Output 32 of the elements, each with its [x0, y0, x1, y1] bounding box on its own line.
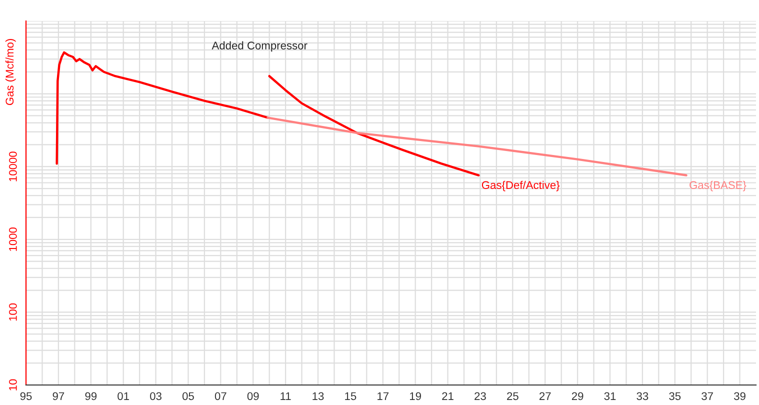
- y-tick-label: 10000: [8, 152, 17, 182]
- x-tick-label: 09: [247, 392, 259, 400]
- series-label: Gas{BASE}: [690, 180, 746, 192]
- x-tick-label: 37: [702, 392, 713, 400]
- x-tick-label: 97: [52, 392, 64, 400]
- annotation: Added Compressor: [212, 41, 308, 52]
- y-tick-label: 10: [8, 379, 17, 390]
- line-series: [266, 116, 688, 176]
- x-tick-label: 07: [214, 392, 226, 400]
- x-tick-label: 11: [280, 392, 291, 400]
- x-tick-label: 03: [150, 392, 162, 400]
- x-tick-label: 19: [410, 392, 421, 400]
- series-label: Gas{Def/Active}: [482, 180, 560, 192]
- x-tick-label: 15: [345, 392, 356, 400]
- x-tick-label: 27: [539, 392, 551, 400]
- x-tick-label: 23: [474, 392, 486, 400]
- x-tick-label: 31: [604, 392, 616, 400]
- y-axis-title: Gas (Mcf/mo): [5, 39, 16, 106]
- x-tick-label: 99: [85, 392, 97, 400]
- x-tick-label: 01: [118, 392, 129, 400]
- x-tick-label: 95: [20, 392, 32, 400]
- y-tick-label: 100: [8, 303, 17, 321]
- x-tick-label: 39: [734, 392, 746, 400]
- x-tick-label: 13: [312, 392, 324, 400]
- x-tick-label: 17: [378, 392, 389, 400]
- x-tick-label: 33: [636, 392, 648, 400]
- x-tick-label: 05: [182, 392, 194, 400]
- x-tick-label: 29: [572, 392, 584, 400]
- x-tick-label: 25: [507, 392, 518, 400]
- x-tick-label: 21: [442, 392, 454, 400]
- y-tick-label: 1000: [8, 227, 17, 251]
- x-tick-label: 35: [669, 392, 681, 400]
